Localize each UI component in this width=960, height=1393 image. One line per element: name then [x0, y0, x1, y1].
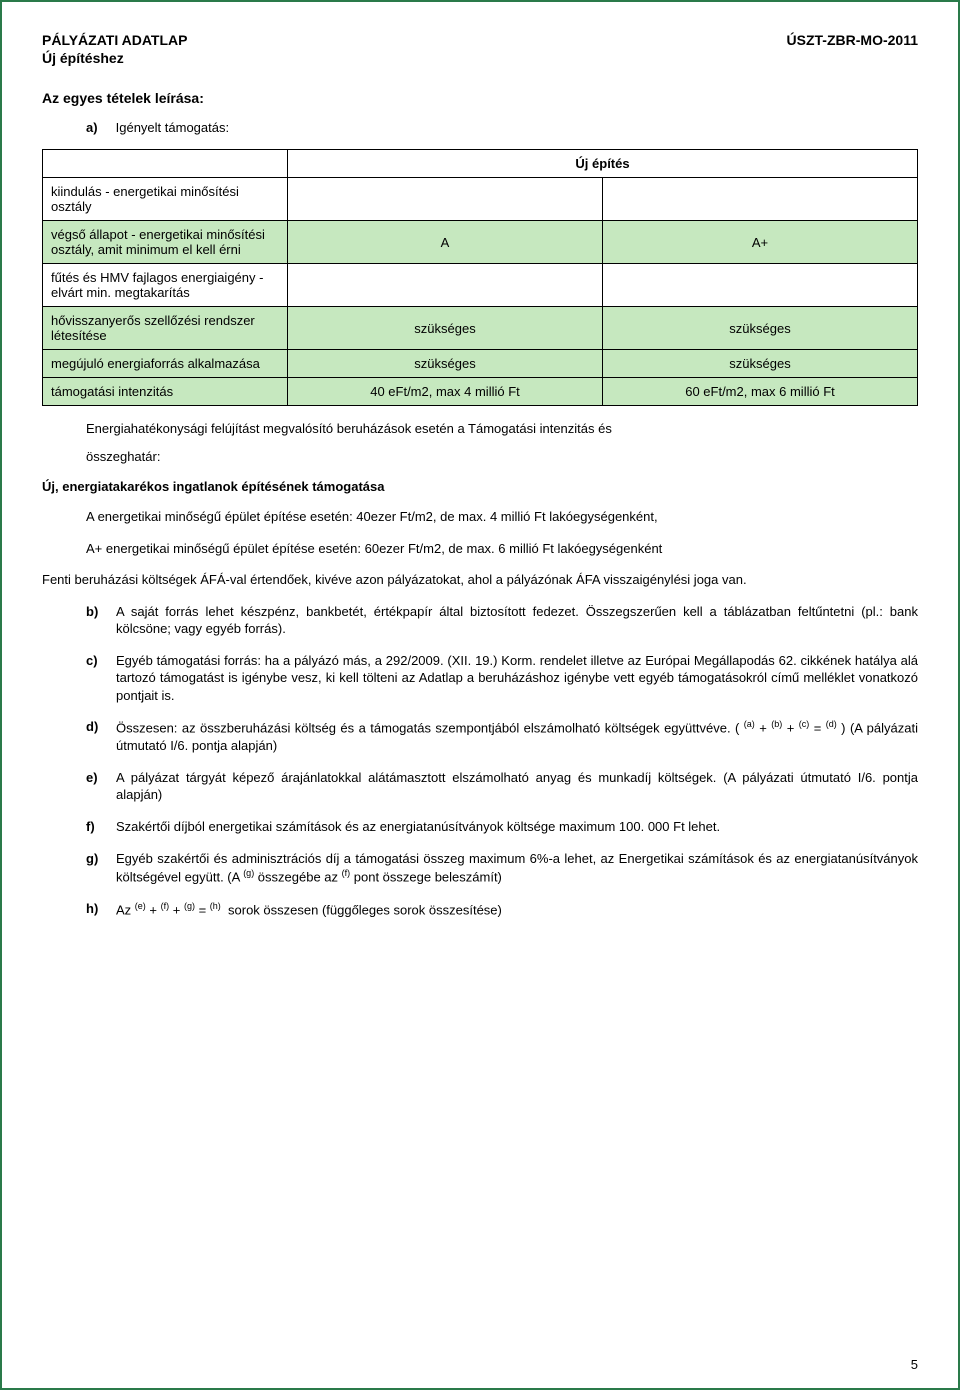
para-block-a: A energetikai minőségű épület építése es… — [86, 508, 918, 557]
table-row: megújuló energiaforrás alkalmazásaszüksé… — [43, 350, 918, 378]
item-a: a) Igényelt támogatás: — [86, 120, 918, 135]
item-a-text: Igényelt támogatás: — [116, 120, 229, 135]
list-item: h)Az (e) + (f) + (g) = (h) sorok összese… — [86, 900, 918, 919]
list-item-letter: b) — [86, 603, 116, 638]
header-left: PÁLYÁZATI ADATLAP — [42, 32, 187, 48]
list-item: b)A saját forrás lehet készpénz, bankbet… — [86, 603, 918, 638]
list-item-body: Az (e) + (f) + (g) = (h) sorok összesen … — [116, 900, 918, 919]
row-label: kiindulás - energetikai minősítési osztá… — [43, 178, 288, 221]
row-label: végső állapot - energetikai minősítési o… — [43, 221, 288, 264]
list-item-letter: h) — [86, 900, 116, 919]
header-sub: Új építéshez — [42, 50, 918, 66]
row-col2: 60 eFt/m2, max 6 millió Ft — [603, 378, 918, 406]
table-row: támogatási intenzitás40 eFt/m2, max 4 mi… — [43, 378, 918, 406]
list-item-letter: g) — [86, 850, 116, 886]
header-right: ÚSZT-ZBR-MO-2011 — [787, 32, 918, 48]
table-row: végső állapot - energetikai minősítési o… — [43, 221, 918, 264]
below-table-block: Energiahatékonysági felújítást megvalósí… — [86, 420, 918, 465]
table-row: kiindulás - energetikai minősítési osztá… — [43, 178, 918, 221]
list-block: b)A saját forrás lehet készpénz, bankbet… — [86, 603, 918, 919]
row-col1: 40 eFt/m2, max 4 millió Ft — [288, 378, 603, 406]
row-label: támogatási intenzitás — [43, 378, 288, 406]
list-item: g)Egyéb szakértői és adminisztrációs díj… — [86, 850, 918, 886]
list-item-body: Egyéb támogatási forrás: ha a pályázó má… — [116, 652, 918, 705]
subhead: Új, energiatakarékos ingatlanok építésén… — [42, 479, 918, 494]
list-item-letter: c) — [86, 652, 116, 705]
page-number: 5 — [911, 1357, 918, 1372]
row-col1 — [288, 264, 603, 307]
para-a2: A+ energetikai minőségű épület építése e… — [86, 540, 918, 558]
list-item: e)A pályázat tárgyát képező árajánlatokk… — [86, 769, 918, 804]
para-fenti: Fenti beruházási költségek ÁFÁ-val érten… — [42, 571, 918, 589]
row-col2: szükséges — [603, 350, 918, 378]
list-item-letter: d) — [86, 718, 116, 754]
row-label: hővisszanyerős szellőzési rendszer létes… — [43, 307, 288, 350]
table-row: hővisszanyerős szellőzési rendszer létes… — [43, 307, 918, 350]
list-item-body: A pályázat tárgyát képező árajánlatokkal… — [116, 769, 918, 804]
table-header-empty — [43, 150, 288, 178]
list-item-letter: f) — [86, 818, 116, 836]
row-col2: szükséges — [603, 307, 918, 350]
table-row: fűtés és HMV fajlagos energiaigény - elv… — [43, 264, 918, 307]
para-a1: A energetikai minőségű épület építése es… — [86, 508, 918, 526]
row-label: megújuló energiaforrás alkalmazása — [43, 350, 288, 378]
section-title: Az egyes tételek leírása: — [42, 90, 918, 106]
list-item-letter: e) — [86, 769, 116, 804]
row-col1: szükséges — [288, 350, 603, 378]
row-col1: szükséges — [288, 307, 603, 350]
below-table-line1: Energiahatékonysági felújítást megvalósí… — [86, 420, 918, 438]
list-item-body: Egyéb szakértői és adminisztrációs díj a… — [116, 850, 918, 886]
row-col2: A+ — [603, 221, 918, 264]
table-header-row: Új építés — [43, 150, 918, 178]
list-item: f)Szakértői díjból energetikai számításo… — [86, 818, 918, 836]
item-a-letter: a) — [86, 120, 112, 135]
row-col1: A — [288, 221, 603, 264]
row-col2 — [603, 264, 918, 307]
below-table-line2: összeghatár: — [86, 448, 918, 466]
list-item-body: Összesen: az összberuházási költség és a… — [116, 718, 918, 754]
list-item: d)Összesen: az összberuházási költség és… — [86, 718, 918, 754]
table-header-merged: Új építés — [288, 150, 918, 178]
document-page: PÁLYÁZATI ADATLAP ÚSZT-ZBR-MO-2011 Új ép… — [0, 0, 960, 1390]
list-item: c)Egyéb támogatási forrás: ha a pályázó … — [86, 652, 918, 705]
data-table: Új építés kiindulás - energetikai minősí… — [42, 149, 918, 406]
row-label: fűtés és HMV fajlagos energiaigény - elv… — [43, 264, 288, 307]
list-item-body: A saját forrás lehet készpénz, bankbetét… — [116, 603, 918, 638]
header-row: PÁLYÁZATI ADATLAP ÚSZT-ZBR-MO-2011 — [42, 32, 918, 48]
row-col1 — [288, 178, 603, 221]
list-item-body: Szakértői díjból energetikai számítások … — [116, 818, 918, 836]
row-col2 — [603, 178, 918, 221]
